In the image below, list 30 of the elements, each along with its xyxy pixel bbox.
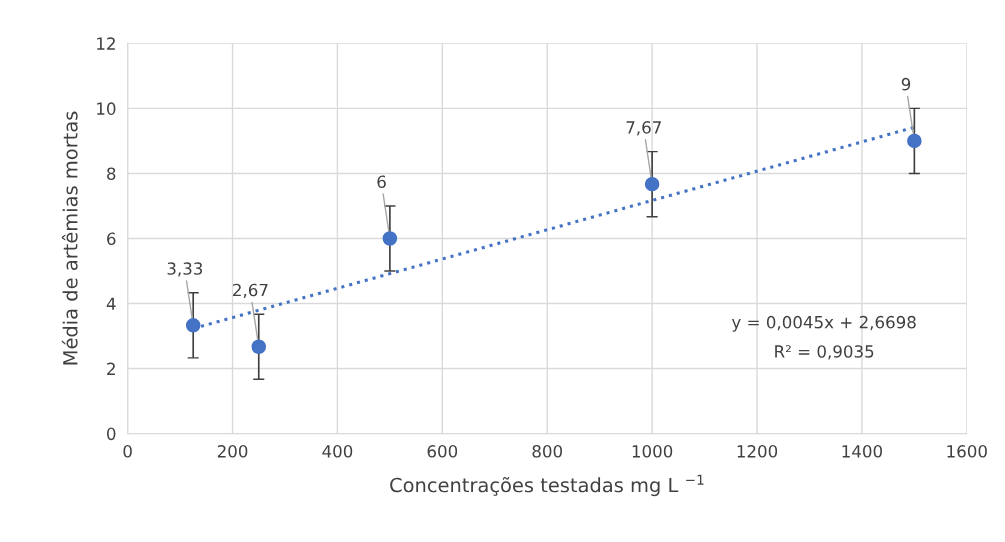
x-tick-label: 400 (322, 445, 353, 458)
annotation: y = 0,0045x + 2,6698 (731, 315, 916, 332)
point (907, 133, 922, 149)
point (644, 176, 660, 192)
data-label: 7,67 (626, 121, 661, 136)
point (185, 318, 201, 333)
y-tick-label: 0 (107, 427, 116, 441)
y-axis-title: Média de artêmias mortas (61, 111, 78, 365)
x-tick-label: 800 (532, 445, 563, 458)
point (251, 339, 267, 355)
y-tick-label: 4 (106, 297, 116, 310)
y-tick-label: 10 (97, 102, 116, 115)
x-tick-label: 200 (217, 445, 248, 458)
x-tick-label: 1200 (737, 445, 778, 458)
x-tick-label: 0 (123, 445, 132, 458)
annotation: R² = 0,9035 (775, 345, 874, 360)
y-tick-label: 12 (97, 37, 115, 50)
point (382, 231, 398, 246)
y-tick-label: 8 (107, 167, 116, 181)
x-tick-label: 1600 (947, 445, 987, 458)
data-label: 6 (377, 175, 386, 189)
data-label: 9 (901, 77, 911, 91)
x-axis-title: Concentrações testadas mg L $^{−1}$ (390, 474, 704, 497)
data-label: 2,67 (233, 283, 268, 299)
x-tick-label: 1400 (842, 445, 883, 458)
x-tick-label: 600 (427, 445, 458, 458)
x-tick-label: 1000 (632, 445, 673, 458)
y-tick-label: 6 (107, 232, 116, 246)
data-label: 3,33 (167, 262, 203, 277)
y-tick-label: 2 (107, 362, 115, 375)
